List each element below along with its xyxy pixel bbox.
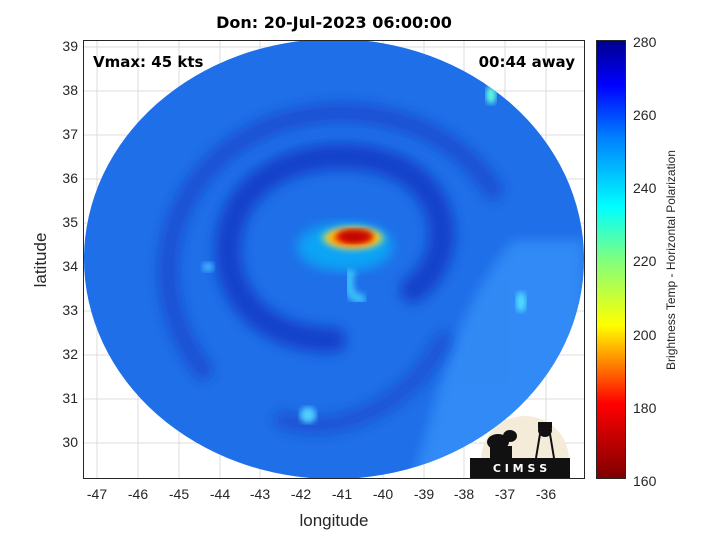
x-tick: -47 (86, 486, 108, 502)
y-tick: 36 (62, 170, 78, 186)
colorbar (596, 40, 626, 479)
y-tick: 35 (62, 214, 78, 230)
y-tick: 34 (62, 258, 78, 274)
x-tick: -43 (249, 486, 271, 502)
map-plot-area: Vmax: 45 kts 00:44 away C I M S S (83, 40, 585, 504)
away-label: 00:44 away (478, 53, 575, 71)
colorbar-tick: 260 (633, 107, 657, 123)
colorbar-tick: 200 (633, 327, 657, 343)
x-tick: -41 (331, 486, 353, 502)
y-axis-label: latitude (31, 232, 50, 288)
y-tick: 38 (62, 82, 78, 98)
y-tick: 30 (62, 434, 78, 450)
x-tick: -42 (290, 486, 312, 502)
y-tick: 37 (62, 126, 78, 142)
logo-text: C I M S S (493, 462, 547, 475)
colorbar-tick: 160 (633, 473, 657, 489)
x-tick: -44 (209, 486, 231, 502)
colorbar-tick: 240 (633, 180, 657, 196)
colorbar-label: Brightness Temp - Horizontal Polarizatio… (664, 150, 678, 370)
y-tick: 33 (62, 302, 78, 318)
map-title: Don: 20-Jul-2023 06:00:00 (216, 13, 452, 32)
x-tick: -38 (453, 486, 475, 502)
x-tick: -36 (535, 486, 557, 502)
cimss-logo: C I M S S (470, 412, 570, 504)
x-tick: -40 (372, 486, 394, 502)
y-tick: 39 (62, 38, 78, 54)
x-axis-label: longitude (299, 511, 369, 530)
vmax-label: Vmax: 45 kts (93, 53, 204, 71)
colorbar-tick: 280 (633, 34, 657, 50)
x-tick: -37 (494, 486, 516, 502)
microwave-imagery (83, 40, 585, 479)
x-tick: -45 (168, 486, 190, 502)
colorbar-tick: 220 (633, 253, 657, 269)
colorbar-tick: 180 (633, 400, 657, 416)
x-tick: -46 (127, 486, 149, 502)
x-tick: -39 (413, 486, 435, 502)
y-tick: 31 (62, 390, 78, 406)
y-tick: 32 (62, 346, 78, 362)
